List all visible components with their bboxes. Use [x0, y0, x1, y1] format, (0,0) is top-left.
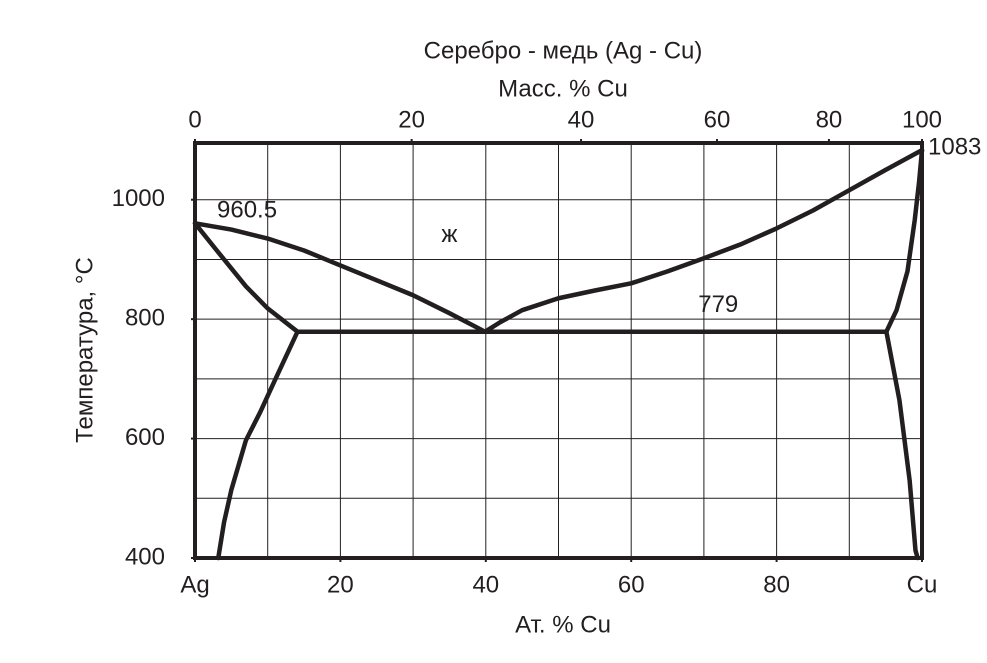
y-axis-label: Температура, °C [71, 257, 98, 443]
x-tick-label: 60 [618, 571, 645, 598]
plot-frame [193, 141, 924, 560]
x-tick-label: Cu [907, 571, 938, 598]
annotation: 960.5 [217, 197, 277, 224]
y-tick-label: 600 [125, 424, 165, 451]
phase-boundary [192, 221, 488, 334]
x-tick-label: 40 [472, 571, 499, 598]
x2-tick-label: 40 [568, 106, 595, 133]
y-tick-label: 400 [125, 543, 165, 570]
y-tick-label: 800 [125, 304, 165, 331]
phase-boundary [884, 329, 920, 561]
x2-tick-label: 20 [398, 106, 425, 133]
chart-title: Серебро - медь (Ag - Cu) [424, 37, 703, 64]
x2-tick-label: 60 [704, 106, 731, 133]
y-tick-label: 1000 [112, 185, 165, 212]
x-tick-label: Ag [180, 571, 209, 598]
x-axis-label: Ат. % Cu [515, 611, 611, 638]
x-tick-label: 20 [327, 571, 354, 598]
annotation: 1083 [928, 134, 981, 161]
phase-boundary [216, 329, 300, 561]
x-tick-label: 80 [763, 571, 790, 598]
x2-tick-label: 100 [902, 106, 942, 133]
x2-axis-label: Масс. % Cu [498, 75, 628, 102]
x2-tick-label: 80 [816, 106, 843, 133]
phase-boundary [482, 147, 925, 334]
annotation: ж [441, 221, 457, 248]
phase-boundary [192, 221, 300, 334]
annotation: 779 [698, 291, 738, 318]
x2-tick-label: 0 [188, 106, 201, 133]
phase-boundary [884, 147, 925, 334]
